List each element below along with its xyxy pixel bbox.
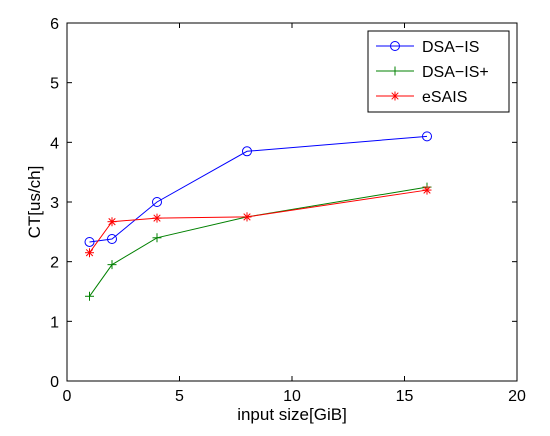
series-line-dsa-is	[89, 135, 428, 243]
series-esais	[85, 185, 432, 258]
data-point-dsa-is	[422, 131, 432, 142]
data-point-esais	[242, 212, 252, 222]
y-tick-label: 0	[50, 374, 59, 391]
data-point-dsa-is-	[107, 260, 117, 270]
data-point-esais	[152, 213, 162, 223]
legend-entry-dsa-is-: DSA−IS+	[376, 64, 489, 81]
legend-label: eSAIS	[422, 89, 467, 106]
x-tick-label: 0	[63, 388, 72, 405]
legend-marker	[390, 91, 400, 101]
y-axis-label: CT[us/ch]	[25, 166, 44, 239]
asterisk-marker-d2	[391, 92, 399, 100]
y-tick-label: 2	[50, 255, 59, 272]
data-point-dsa-is-	[152, 233, 162, 243]
x-axis-label: input size[GiB]	[237, 405, 347, 424]
asterisk-marker-d2	[243, 213, 251, 221]
legend-entry-dsa-is: DSA−IS	[376, 39, 479, 56]
asterisk-marker-d2	[85, 249, 94, 257]
data-point-dsa-is	[242, 146, 252, 157]
asterisk-marker-d2	[108, 218, 116, 226]
y-tick-label: 3	[50, 195, 59, 212]
data-point-dsa-is	[152, 197, 162, 207]
data-point-dsa-is	[107, 233, 117, 244]
y-tick-label: 6	[50, 16, 59, 33]
legend-label: DSA−IS	[422, 39, 479, 56]
data-point-dsa-is	[84, 236, 95, 247]
x-tick-label: 5	[175, 388, 184, 405]
x-tick-label: 15	[396, 388, 414, 405]
asterisk-marker-d2	[423, 186, 431, 194]
x-tick-label: 20	[508, 388, 526, 405]
data-point-esais	[85, 248, 94, 258]
y-tick-label: 4	[50, 135, 59, 152]
y-tick-label: 5	[50, 76, 59, 93]
data-point-dsa-is-	[85, 291, 94, 301]
data-point-esais	[107, 217, 117, 227]
series-layer	[84, 131, 432, 301]
axes: 0 5 10 15 20 0 1 2 3 4 5 6	[50, 16, 526, 405]
series-dsa-is	[84, 131, 432, 247]
legend-marker	[390, 66, 400, 76]
y-tick-label: 1	[50, 314, 59, 331]
legend-entry-esais: eSAIS	[376, 89, 467, 106]
asterisk-marker-d2	[153, 214, 161, 222]
legend: DSA−IS DSA−IS+ eSAIS	[367, 30, 510, 113]
data-point-esais	[422, 185, 432, 195]
x-tick-label: 10	[283, 388, 301, 405]
legend-label: DSA−IS+	[422, 64, 489, 81]
legend-marker	[390, 41, 400, 51]
